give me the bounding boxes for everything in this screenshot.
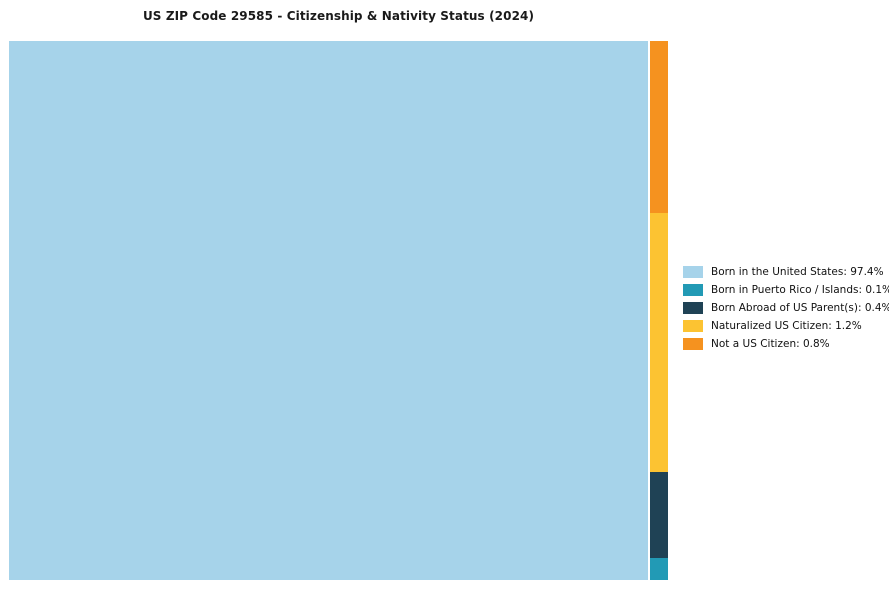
legend-label: Born in the United States: 97.4% [711, 266, 884, 278]
legend-label: Naturalized US Citizen: 1.2% [711, 320, 862, 332]
chart-title: US ZIP Code 29585 - Citizenship & Nativi… [142, 9, 535, 23]
legend-swatch-icon [683, 338, 703, 350]
treemap-segment-born-abroad-of-us-parent-s[interactable] [650, 472, 668, 559]
legend-swatch-icon [683, 302, 703, 314]
treemap-divider [648, 41, 650, 580]
legend-item: Born in Puerto Rico / Islands: 0.1% [683, 284, 889, 296]
treemap-segment-born-in-puerto-rico-islands[interactable] [650, 558, 668, 580]
legend-item: Naturalized US Citizen: 1.2% [683, 320, 889, 332]
legend-swatch-icon [683, 284, 703, 296]
legend-label: Born in Puerto Rico / Islands: 0.1% [711, 284, 889, 296]
legend: Born in the United States: 97.4% Born in … [683, 266, 889, 350]
treemap-main-rect[interactable] [9, 41, 648, 580]
legend-swatch-icon [683, 320, 703, 332]
legend-label: Not a US Citizen: 0.8% [711, 338, 830, 350]
legend-item: Not a US Citizen: 0.8% [683, 338, 889, 350]
treemap-side-column [650, 41, 668, 580]
legend-swatch-icon [683, 266, 703, 278]
legend-item: Born Abroad of US Parent(s): 0.4% [683, 302, 889, 314]
treemap-segment-not-a-us-citizen[interactable] [650, 41, 668, 214]
treemap-plot [9, 41, 668, 580]
treemap-segment-naturalized-us-citizen[interactable] [650, 213, 668, 473]
legend-label: Born Abroad of US Parent(s): 0.4% [711, 302, 889, 314]
legend-item: Born in the United States: 97.4% [683, 266, 889, 278]
